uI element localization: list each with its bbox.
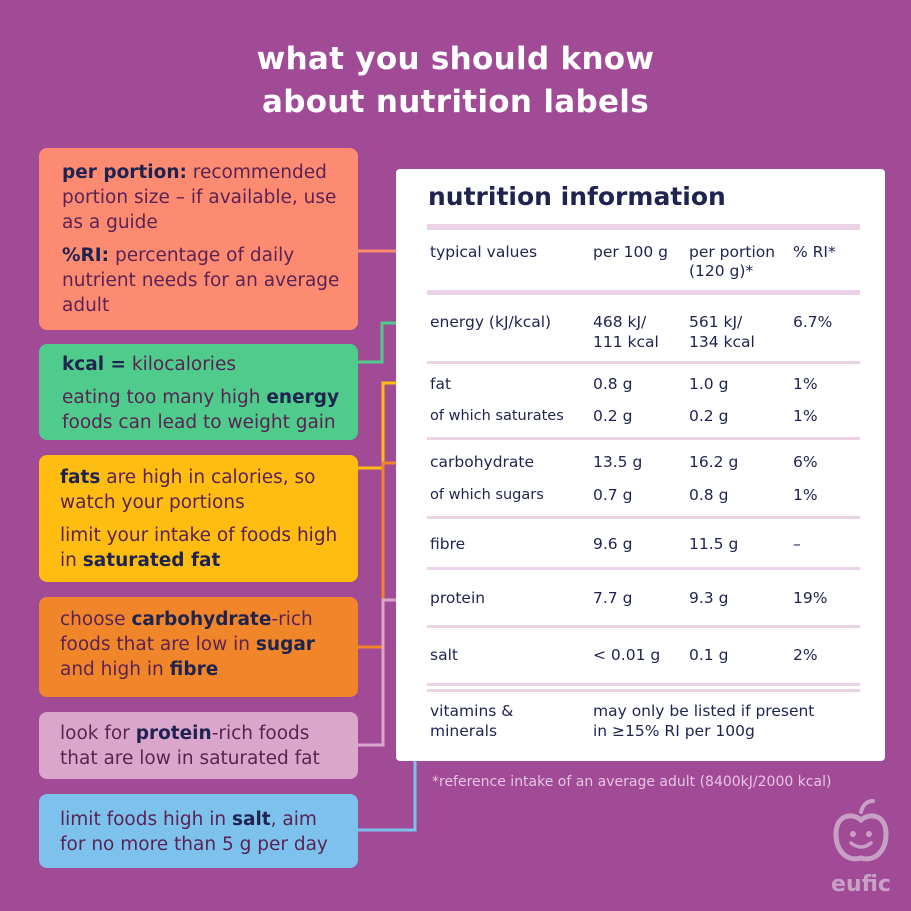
energy-per100-kj: 468 kJ/ [593, 313, 647, 331]
saturates-per100: 0.2 g [593, 407, 633, 425]
term-per-portion: per portion: [62, 162, 187, 183]
header-portion-size: (120 g)* [689, 262, 754, 280]
divider [427, 361, 860, 364]
header-per-portion: per portion [689, 243, 776, 261]
energy-portion-kcal: 134 kcal [689, 333, 755, 351]
fibre-ri: – [793, 535, 801, 553]
term-kcal: kcal = [62, 354, 127, 375]
salt-ri: 2% [793, 646, 818, 664]
bold-salt: salt [231, 809, 271, 830]
divider [427, 437, 860, 440]
text-carb-2: -rich foods that are low in [60, 609, 313, 655]
title-line-1: what you should know [256, 41, 655, 77]
apple-face-icon [833, 799, 889, 862]
text-protein-2: -rich foods that are low in saturated fa… [60, 723, 320, 769]
saturates-portion: 0.2 g [689, 407, 729, 425]
sugars-ri: 1% [793, 486, 818, 504]
protein-portion: 9.3 g [689, 589, 729, 607]
row-name-saturates: of which saturates [430, 408, 564, 424]
protein-per100: 7.7 g [593, 589, 633, 607]
salt-per100: < 0.01 g [593, 646, 661, 664]
vitamins-note-1: may only be listed if present [593, 702, 815, 720]
text-kcal-2b: foods can lead to weight gain [62, 412, 336, 433]
text-salt-1: limit foods high in [60, 809, 232, 830]
row-name-salt: salt [430, 646, 458, 664]
callout-carbohydrate: choose carbohydrate-rich foods that are … [39, 597, 358, 697]
fat-ri: 1% [793, 375, 818, 393]
text-carb-1: choose [60, 609, 132, 630]
footnote: *reference intake of an average adult (8… [432, 774, 832, 790]
header-per-100g: per 100 g [593, 243, 669, 261]
text-kcal: kilocalories [126, 354, 236, 375]
bold-saturated-fat: saturated fat [82, 550, 221, 571]
text-salt-2: , aim for no more than 5 g per day [60, 809, 328, 855]
title-line-2: about nutrition labels [261, 84, 649, 120]
energy-ri: 6.7% [793, 313, 833, 331]
carbohydrate-portion: 16.2 g [689, 453, 739, 471]
salt-portion: 0.1 g [689, 646, 729, 664]
sugars-portion: 0.8 g [689, 486, 729, 504]
row-name-energy: energy (kJ/kcal) [430, 313, 552, 331]
carbohydrate-ri: 6% [793, 453, 818, 471]
divider [427, 625, 860, 628]
row-name-minerals: minerals [430, 722, 498, 740]
carbohydrate-per100: 13.5 g [593, 453, 643, 471]
row-name-vitamins: vitamins & [430, 702, 514, 720]
callout-fats: fats are high in calories, so watch your… [39, 455, 358, 582]
callout-protein: look for protein-rich foods that are low… [39, 712, 358, 779]
callout-portion: per portion: recommended portion size – … [39, 148, 358, 330]
divider [427, 683, 860, 686]
text-protein-1: look for [60, 723, 136, 744]
callout-salt: limit foods high in salt, aim for no mor… [39, 794, 358, 868]
eufic-logo: eufic [826, 798, 896, 898]
saturates-ri: 1% [793, 407, 818, 425]
row-name-fat: fat [430, 375, 452, 393]
text-fats-2: limit your intake of foods high in [60, 525, 338, 571]
divider-top [427, 224, 860, 230]
fibre-portion: 11.5 g [689, 535, 739, 553]
page-title: what you should know about nutrition lab… [0, 38, 911, 124]
divider-header [427, 290, 860, 295]
fibre-per100: 9.6 g [593, 535, 633, 553]
header-ri: % RI* [793, 243, 836, 261]
bold-fibre: fibre [169, 659, 219, 680]
text-carb-3: and high in [60, 659, 170, 680]
energy-per100-kcal: 111 kcal [593, 333, 659, 351]
fat-portion: 1.0 g [689, 375, 729, 393]
bold-protein: protein [135, 723, 212, 744]
bold-sugar: sugar [255, 634, 315, 655]
callout-kcal: kcal = kilocalories eating too many high… [39, 344, 358, 440]
protein-ri: 19% [793, 589, 828, 607]
bold-energy: energy [266, 387, 340, 408]
fat-per100: 0.8 g [593, 375, 633, 393]
logo-text: eufic [831, 872, 891, 897]
row-name-protein: protein [430, 589, 486, 607]
divider [427, 567, 860, 570]
panel-title: nutrition information [428, 182, 726, 211]
divider [427, 516, 860, 519]
row-name-sugars: of which sugars [430, 487, 544, 503]
energy-portion-kj: 561 kJ/ [689, 313, 743, 331]
nutrition-panel: nutrition information typical values per… [396, 169, 885, 761]
vitamins-note-2: in ≥15% RI per 100g [593, 722, 755, 740]
bold-carbohydrate: carbohydrate [131, 609, 272, 630]
text-kcal-2a: eating too many high [62, 387, 267, 408]
bold-fats: fats [60, 467, 101, 488]
text-ri: percentage of daily nutrient needs for a… [62, 245, 340, 316]
text-fats-1: are high in calories, so watch your port… [60, 467, 316, 513]
header-typical-values: typical values [430, 243, 538, 261]
text-per-portion: recommended portion size – if available,… [62, 162, 337, 233]
row-name-carbohydrate: carbohydrate [430, 453, 535, 471]
sugars-per100: 0.7 g [593, 486, 633, 504]
term-ri: %RI: [62, 245, 110, 266]
divider [427, 689, 860, 692]
row-name-fibre: fibre [430, 535, 466, 553]
